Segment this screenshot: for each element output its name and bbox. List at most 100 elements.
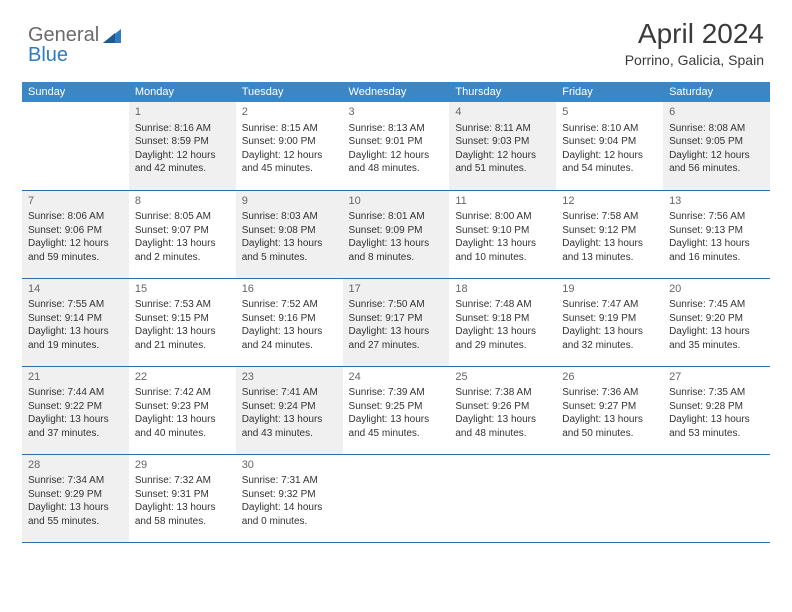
cell-daylight2: and 59 minutes. [28,251,123,265]
cell-sunrise: Sunrise: 8:03 AM [242,210,337,224]
day-cell [556,454,663,542]
header: General April 2024 Porrino, Galicia, Spa… [0,0,792,76]
day-header-saturday: Saturday [663,82,770,102]
cell-daylight1: Daylight: 13 hours [242,237,337,251]
cell-sunrise: Sunrise: 7:35 AM [669,386,764,400]
logo-line2: Blue [28,44,68,67]
cell-sunset: Sunset: 9:13 PM [669,224,764,238]
cell-daylight1: Daylight: 13 hours [135,237,230,251]
cell-sunset: Sunset: 9:31 PM [135,488,230,502]
cell-daylight2: and 10 minutes. [455,251,550,265]
day-cell: 25Sunrise: 7:38 AMSunset: 9:26 PMDayligh… [449,366,556,454]
cell-sunrise: Sunrise: 8:10 AM [562,122,657,136]
cell-sunrise: Sunrise: 8:08 AM [669,122,764,136]
cell-daylight2: and 16 minutes. [669,251,764,265]
cell-daylight1: Daylight: 13 hours [28,501,123,515]
day-number: 4 [455,105,550,120]
cell-daylight2: and 32 minutes. [562,339,657,353]
day-number: 1 [135,105,230,120]
day-number: 8 [135,194,230,209]
cell-daylight1: Daylight: 12 hours [242,149,337,163]
day-cell: 12Sunrise: 7:58 AMSunset: 9:12 PMDayligh… [556,190,663,278]
day-number: 27 [669,370,764,385]
cell-daylight1: Daylight: 13 hours [562,325,657,339]
week-row: 7Sunrise: 8:06 AMSunset: 9:06 PMDaylight… [22,190,770,278]
cell-daylight2: and 40 minutes. [135,427,230,441]
cell-sunset: Sunset: 9:12 PM [562,224,657,238]
day-header-tuesday: Tuesday [236,82,343,102]
day-cell: 18Sunrise: 7:48 AMSunset: 9:18 PMDayligh… [449,278,556,366]
day-cell: 10Sunrise: 8:01 AMSunset: 9:09 PMDayligh… [343,190,450,278]
day-number: 22 [135,370,230,385]
day-number: 30 [242,458,337,473]
cell-daylight1: Daylight: 13 hours [242,325,337,339]
day-cell: 5Sunrise: 8:10 AMSunset: 9:04 PMDaylight… [556,102,663,190]
cell-sunset: Sunset: 8:59 PM [135,135,230,149]
cell-sunrise: Sunrise: 7:47 AM [562,298,657,312]
day-cell: 15Sunrise: 7:53 AMSunset: 9:15 PMDayligh… [129,278,236,366]
cell-sunset: Sunset: 9:27 PM [562,400,657,414]
cell-sunrise: Sunrise: 7:38 AM [455,386,550,400]
cell-daylight1: Daylight: 13 hours [669,413,764,427]
day-header-sunday: Sunday [22,82,129,102]
cell-sunrise: Sunrise: 8:11 AM [455,122,550,136]
day-cell: 7Sunrise: 8:06 AMSunset: 9:06 PMDaylight… [22,190,129,278]
cell-sunrise: Sunrise: 7:36 AM [562,386,657,400]
cell-daylight2: and 35 minutes. [669,339,764,353]
cell-sunrise: Sunrise: 7:56 AM [669,210,764,224]
cell-daylight2: and 45 minutes. [349,427,444,441]
cell-daylight2: and 29 minutes. [455,339,550,353]
cell-sunrise: Sunrise: 7:48 AM [455,298,550,312]
cell-daylight2: and 50 minutes. [562,427,657,441]
cell-daylight1: Daylight: 12 hours [349,149,444,163]
day-cell: 3Sunrise: 8:13 AMSunset: 9:01 PMDaylight… [343,102,450,190]
day-cell: 23Sunrise: 7:41 AMSunset: 9:24 PMDayligh… [236,366,343,454]
cell-sunset: Sunset: 9:25 PM [349,400,444,414]
day-cell: 24Sunrise: 7:39 AMSunset: 9:25 PMDayligh… [343,366,450,454]
cell-sunset: Sunset: 9:29 PM [28,488,123,502]
day-cell: 29Sunrise: 7:32 AMSunset: 9:31 PMDayligh… [129,454,236,542]
cell-sunrise: Sunrise: 8:06 AM [28,210,123,224]
cell-daylight1: Daylight: 13 hours [562,413,657,427]
cell-sunset: Sunset: 9:10 PM [455,224,550,238]
day-number: 3 [349,105,444,120]
cell-daylight1: Daylight: 13 hours [135,413,230,427]
cell-sunrise: Sunrise: 7:55 AM [28,298,123,312]
day-number: 9 [242,194,337,209]
cell-sunset: Sunset: 9:15 PM [135,312,230,326]
day-cell: 2Sunrise: 8:15 AMSunset: 9:00 PMDaylight… [236,102,343,190]
cell-daylight2: and 21 minutes. [135,339,230,353]
cell-daylight2: and 27 minutes. [349,339,444,353]
day-number: 21 [28,370,123,385]
day-cell [663,454,770,542]
day-cell [343,454,450,542]
cell-sunset: Sunset: 9:16 PM [242,312,337,326]
day-number: 24 [349,370,444,385]
cell-sunrise: Sunrise: 8:05 AM [135,210,230,224]
day-number: 19 [562,282,657,297]
cell-daylight1: Daylight: 13 hours [349,413,444,427]
cell-daylight1: Daylight: 13 hours [455,237,550,251]
cell-daylight1: Daylight: 12 hours [455,149,550,163]
cell-sunset: Sunset: 9:03 PM [455,135,550,149]
day-number: 13 [669,194,764,209]
day-cell: 9Sunrise: 8:03 AMSunset: 9:08 PMDaylight… [236,190,343,278]
day-cell: 8Sunrise: 8:05 AMSunset: 9:07 PMDaylight… [129,190,236,278]
week-row: 28Sunrise: 7:34 AMSunset: 9:29 PMDayligh… [22,454,770,542]
day-number: 14 [28,282,123,297]
cell-sunset: Sunset: 9:20 PM [669,312,764,326]
cell-sunset: Sunset: 9:23 PM [135,400,230,414]
cell-sunrise: Sunrise: 8:15 AM [242,122,337,136]
cell-sunset: Sunset: 9:19 PM [562,312,657,326]
day-number: 17 [349,282,444,297]
day-number: 25 [455,370,550,385]
cell-daylight1: Daylight: 13 hours [242,413,337,427]
cell-daylight2: and 48 minutes. [455,427,550,441]
cell-daylight1: Daylight: 13 hours [349,325,444,339]
day-number: 2 [242,105,337,120]
calendar-table: Sunday Monday Tuesday Wednesday Thursday… [22,82,770,543]
cell-sunset: Sunset: 9:26 PM [455,400,550,414]
cell-daylight1: Daylight: 13 hours [135,325,230,339]
cell-daylight1: Daylight: 12 hours [562,149,657,163]
cell-daylight1: Daylight: 13 hours [669,237,764,251]
